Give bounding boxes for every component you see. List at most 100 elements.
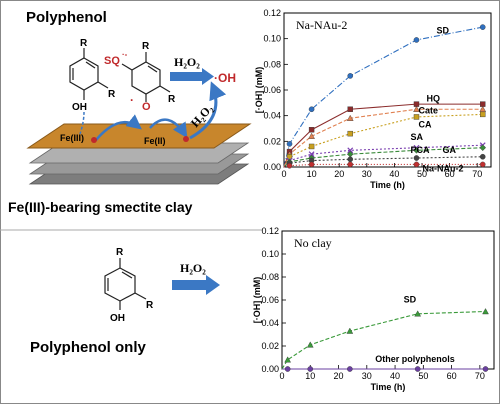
plot-frame (281, 230, 495, 370)
x-tick-label: 50 (417, 169, 427, 179)
o-label: O (142, 101, 151, 113)
x-tick-label: 40 (390, 371, 400, 381)
data-point (347, 130, 353, 137)
data-point (413, 147, 420, 154)
data-point (347, 73, 354, 79)
clay-layers (26, 123, 252, 185)
h2o2-top-label: H₂O₂ (174, 55, 200, 69)
fe2-label: Fe(II) (144, 136, 166, 146)
data-point (482, 308, 489, 315)
y-tick-label: 0.10 (261, 249, 279, 259)
data-point (306, 341, 314, 348)
r-label-2: R (108, 89, 116, 100)
chart-na-nau-2: 0.00 0.02 0.04 0.06 0.08 0.10 0.12 0 10 20 30 40 50 6… (254, 8, 492, 190)
data-point (346, 327, 354, 334)
x-tick-label: 10 (307, 169, 317, 179)
series-line (283, 26, 483, 168)
r-label-1: R (80, 38, 88, 49)
x-tick-label: 20 (334, 371, 344, 381)
x-tick-label: 0 (281, 169, 286, 179)
oh-label: OH (72, 102, 87, 113)
fe3-site-dot (91, 137, 97, 143)
data-point (308, 151, 315, 158)
data-point (414, 366, 421, 372)
data-point (347, 147, 354, 154)
x-tick-label: 30 (362, 371, 372, 381)
data-point (413, 114, 420, 120)
x-axis-label: Time (h) (370, 180, 405, 190)
fe2-to-oh-arrow (189, 81, 227, 140)
series-label: GA (442, 145, 456, 155)
data-point (308, 127, 315, 133)
panel-label: Na-NAu-2 (296, 18, 347, 32)
data-point (413, 105, 420, 112)
data-point (307, 366, 314, 372)
x-tick-label: 60 (445, 169, 455, 179)
y-tick-label: 0.10 (263, 34, 281, 44)
semiquinone-molecule (121, 52, 171, 102)
series-label: Na-NAu-2 (422, 163, 463, 173)
x-tick-label: 0 (279, 371, 284, 381)
sq-label: SQ (104, 55, 120, 67)
series-label: CA (418, 119, 431, 129)
series-label: Cate (418, 105, 438, 115)
series-label: HQ (426, 94, 440, 104)
series-label: SA (410, 132, 423, 142)
series-ca (283, 111, 486, 168)
y-tick-label: 0.08 (263, 59, 281, 69)
series-sd (281, 308, 489, 370)
o-radical-dot: · (130, 93, 134, 107)
data-point (286, 141, 293, 147)
y-tick-label: 0.06 (261, 295, 279, 305)
data-point (479, 153, 486, 160)
y-tick-label: 0.12 (263, 8, 281, 18)
data-point (347, 161, 354, 168)
r-label-4: R (168, 94, 176, 105)
clay-surface (26, 123, 252, 149)
y-axis-label: [·OH] (mM) (252, 277, 262, 324)
data-point (413, 161, 420, 168)
r-label-3: R (142, 41, 150, 52)
y-axis-label: [·OH] (mM) (254, 67, 264, 114)
x-tick-label: 10 (305, 371, 315, 381)
y-tick-label: 0.08 (261, 272, 279, 282)
series-label: PCA (410, 145, 430, 155)
data-point (308, 143, 315, 150)
series-na-nau-2 (283, 161, 486, 169)
data-point (479, 144, 487, 152)
h2o2-arrow-body (170, 72, 202, 81)
x-tick-label: 40 (389, 169, 399, 179)
data-point (347, 106, 353, 112)
x-tick-label: 70 (475, 371, 485, 381)
x-tick-label: 50 (418, 371, 428, 381)
mechanism-panel: Polyphenol R R OH R (8, 9, 252, 215)
electron-transfer-arrow-2 (149, 118, 188, 139)
y-tick-label: 0.04 (261, 318, 279, 328)
h2o2-arrow-head (202, 68, 214, 85)
data-point (479, 161, 486, 168)
y-tick-label: 0.00 (263, 162, 281, 172)
panel-label: No clay (294, 236, 332, 250)
fe2-site-dot (183, 136, 189, 142)
polyphenol-molecule-left (69, 48, 109, 100)
data-point (479, 24, 486, 30)
r-label-6: R (146, 300, 154, 311)
data-point (413, 155, 420, 161)
data-point (480, 111, 486, 118)
x-tick-label: 70 (472, 169, 482, 179)
fe3-label: Fe(III) (60, 133, 84, 143)
r-label-5: R (116, 247, 124, 258)
x-tick-label: 20 (334, 169, 344, 179)
data-point (414, 310, 422, 317)
data-point (286, 162, 293, 169)
oh-radical-label: ·OH (214, 71, 236, 85)
polyphenol-molecule-bottom (104, 258, 147, 310)
data-point (308, 132, 315, 139)
clay-caption: Fe(III)-bearing smectite clay (8, 199, 193, 215)
x-tick-label: 60 (447, 371, 457, 381)
data-point (284, 366, 291, 372)
data-point (308, 161, 315, 168)
adsorption-dashed-arrow (79, 111, 85, 135)
series-label: SD (436, 26, 449, 36)
